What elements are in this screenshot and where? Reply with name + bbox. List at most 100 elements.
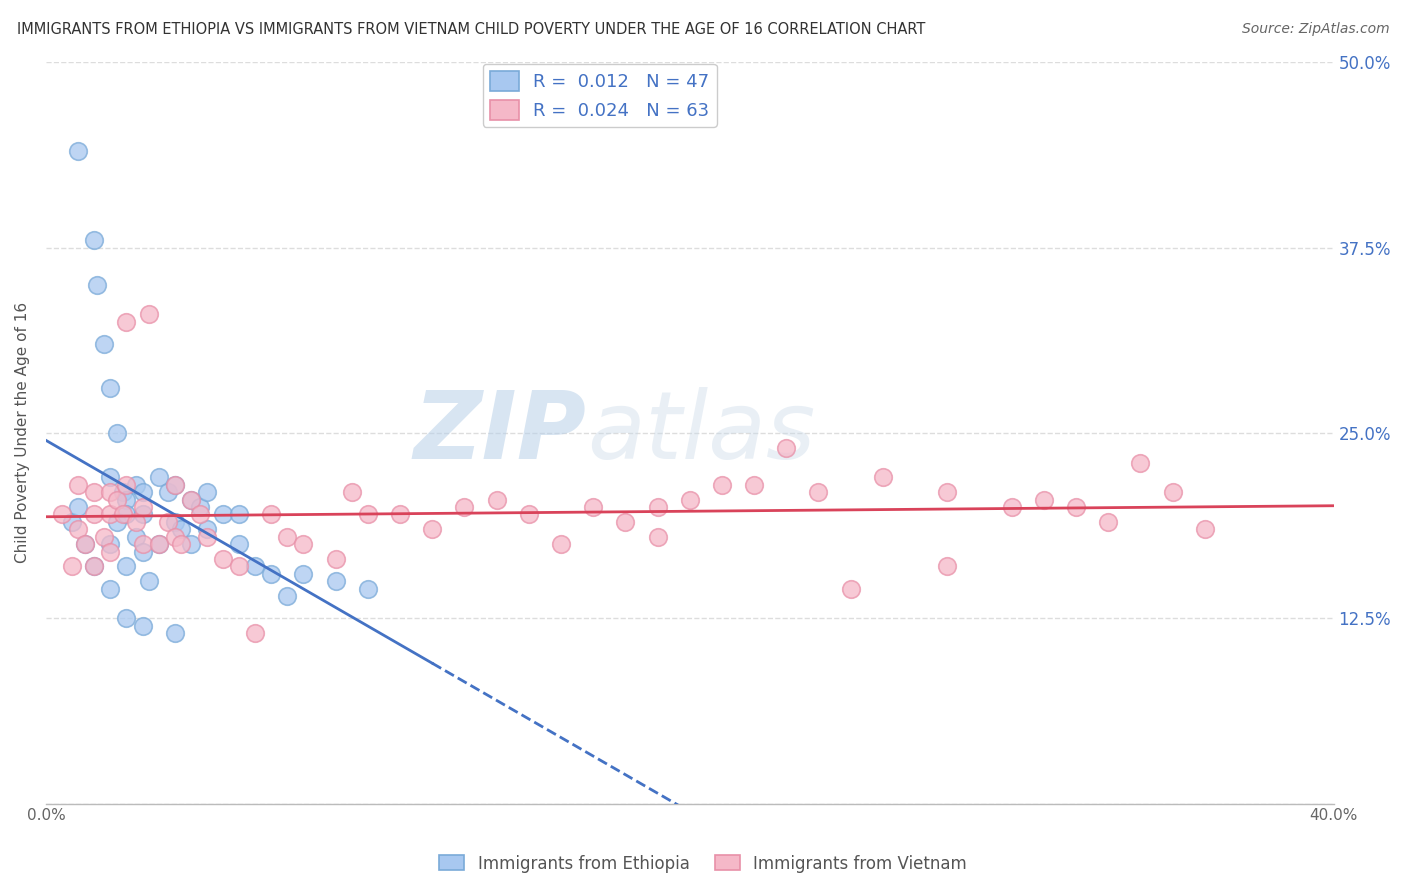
Point <box>775 441 797 455</box>
Point <box>115 315 138 329</box>
Point <box>357 582 380 596</box>
Point <box>190 508 212 522</box>
Point <box>98 470 121 484</box>
Point <box>67 500 90 514</box>
Point <box>170 522 193 536</box>
Point <box>138 574 160 589</box>
Point <box>115 559 138 574</box>
Point <box>98 537 121 551</box>
Point <box>83 559 105 574</box>
Point <box>1032 492 1054 507</box>
Point <box>1001 500 1024 514</box>
Point <box>93 337 115 351</box>
Point <box>131 544 153 558</box>
Point <box>125 530 148 544</box>
Point <box>357 508 380 522</box>
Point <box>148 537 170 551</box>
Point <box>170 537 193 551</box>
Point <box>742 477 765 491</box>
Point <box>125 477 148 491</box>
Point <box>131 537 153 551</box>
Point <box>679 492 702 507</box>
Point <box>131 618 153 632</box>
Point <box>212 552 235 566</box>
Point <box>67 477 90 491</box>
Point <box>115 508 138 522</box>
Point <box>614 515 637 529</box>
Legend: R =  0.012   N = 47, R =  0.024   N = 63: R = 0.012 N = 47, R = 0.024 N = 63 <box>482 63 717 127</box>
Point <box>131 500 153 514</box>
Point <box>163 515 186 529</box>
Point <box>245 626 267 640</box>
Point <box>163 626 186 640</box>
Point <box>1194 522 1216 536</box>
Point <box>83 485 105 500</box>
Point <box>485 492 508 507</box>
Point <box>228 559 250 574</box>
Point <box>105 425 128 440</box>
Point <box>98 485 121 500</box>
Point <box>276 530 298 544</box>
Point <box>163 477 186 491</box>
Point <box>148 537 170 551</box>
Point <box>1064 500 1087 514</box>
Text: IMMIGRANTS FROM ETHIOPIA VS IMMIGRANTS FROM VIETNAM CHILD POVERTY UNDER THE AGE : IMMIGRANTS FROM ETHIOPIA VS IMMIGRANTS F… <box>17 22 925 37</box>
Point <box>115 477 138 491</box>
Point <box>115 611 138 625</box>
Point <box>872 470 894 484</box>
Point <box>936 485 959 500</box>
Y-axis label: Child Poverty Under the Age of 16: Child Poverty Under the Age of 16 <box>15 302 30 564</box>
Point <box>112 508 135 522</box>
Point <box>98 582 121 596</box>
Point <box>131 485 153 500</box>
Point <box>389 508 412 522</box>
Point <box>98 508 121 522</box>
Point <box>105 492 128 507</box>
Point <box>420 522 443 536</box>
Point <box>190 500 212 514</box>
Point <box>138 307 160 321</box>
Point <box>157 485 180 500</box>
Point <box>936 559 959 574</box>
Point <box>195 485 218 500</box>
Point <box>1097 515 1119 529</box>
Point <box>163 530 186 544</box>
Point <box>105 515 128 529</box>
Point <box>325 552 347 566</box>
Point <box>195 522 218 536</box>
Point <box>245 559 267 574</box>
Point <box>180 537 202 551</box>
Point <box>292 537 315 551</box>
Text: atlas: atlas <box>586 387 815 478</box>
Point <box>340 485 363 500</box>
Point <box>180 492 202 507</box>
Point <box>86 277 108 292</box>
Point <box>60 515 83 529</box>
Point <box>228 508 250 522</box>
Point <box>807 485 830 500</box>
Point <box>1129 456 1152 470</box>
Point <box>325 574 347 589</box>
Point <box>115 492 138 507</box>
Point <box>647 530 669 544</box>
Point <box>112 485 135 500</box>
Point <box>67 522 90 536</box>
Point <box>550 537 572 551</box>
Point <box>148 470 170 484</box>
Point <box>125 515 148 529</box>
Point <box>67 144 90 158</box>
Point <box>83 233 105 247</box>
Point <box>1161 485 1184 500</box>
Point <box>51 508 73 522</box>
Point <box>276 589 298 603</box>
Point <box>710 477 733 491</box>
Point <box>195 530 218 544</box>
Point <box>163 477 186 491</box>
Point <box>453 500 475 514</box>
Point <box>212 508 235 522</box>
Point <box>73 537 96 551</box>
Point <box>60 559 83 574</box>
Point <box>83 559 105 574</box>
Point <box>93 530 115 544</box>
Point <box>260 508 283 522</box>
